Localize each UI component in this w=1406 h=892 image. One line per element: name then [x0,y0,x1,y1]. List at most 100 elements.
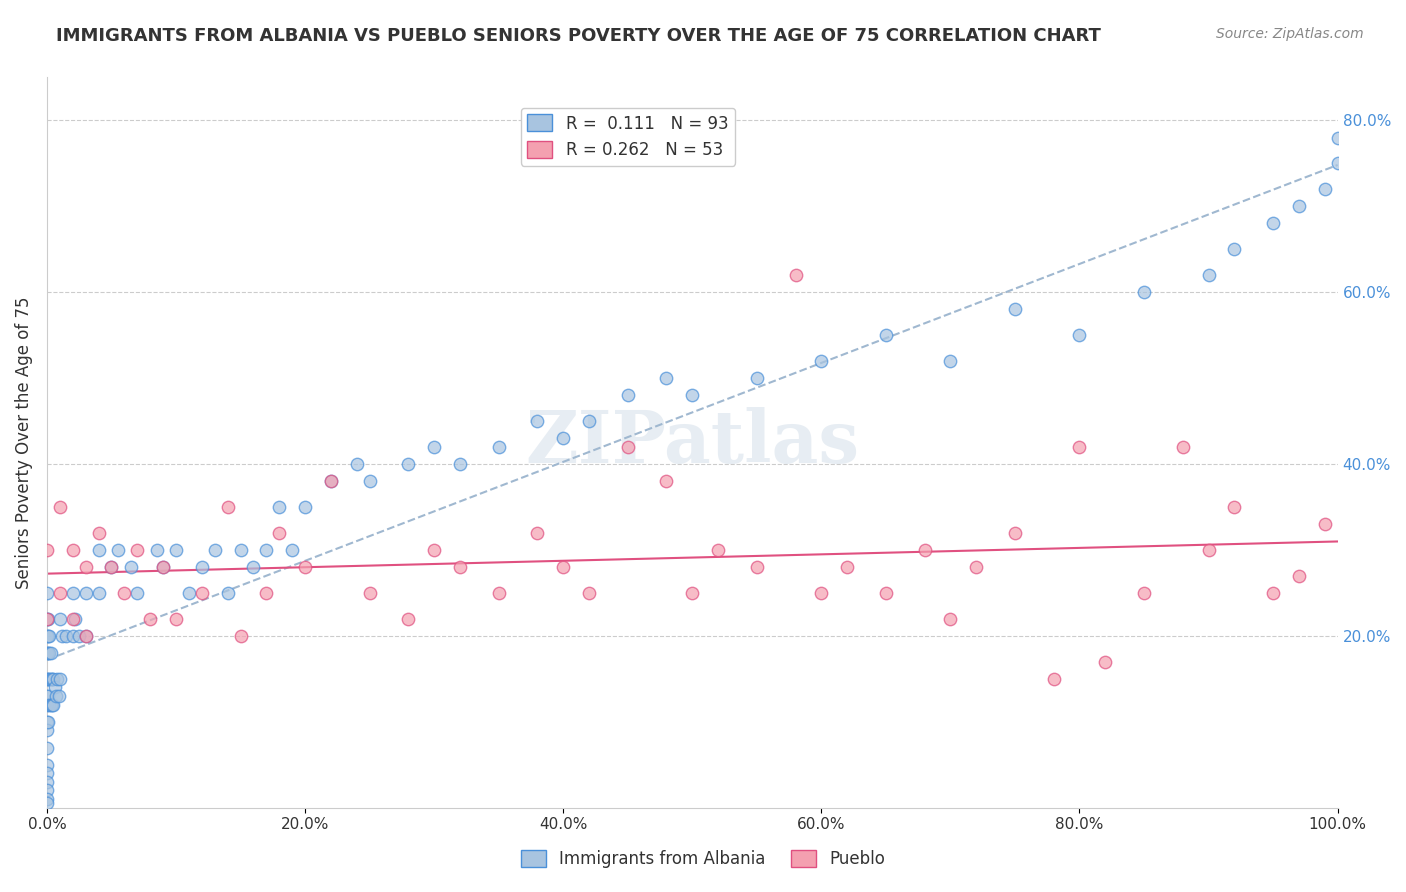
Point [745,371,768,385]
Point [1223,500,1246,514]
Point [191,586,214,600]
Point [100,560,122,574]
Point [254,543,277,558]
Y-axis label: Seniors Poverty Over the Age of 75: Seniors Poverty Over the Age of 75 [15,296,32,589]
Point [1326,130,1348,145]
Point [62,612,84,626]
Point [35,766,58,780]
Point [37,714,59,729]
Point [423,440,446,454]
Point [396,457,419,471]
Point [35,612,58,626]
Point [152,560,174,574]
Point [294,500,316,514]
Point [65,612,87,626]
Point [41,672,63,686]
Point [49,586,72,600]
Point [810,586,832,600]
Point [616,440,638,454]
Point [35,757,58,772]
Point [346,457,368,471]
Point [49,500,72,514]
Point [75,586,97,600]
Point [396,612,419,626]
Point [145,543,167,558]
Point [35,646,58,660]
Point [107,543,129,558]
Point [42,672,65,686]
Point [965,560,987,574]
Point [35,629,58,643]
Point [359,474,381,488]
Point [191,560,214,574]
Point [217,586,239,600]
Point [745,560,768,574]
Point [1133,285,1156,300]
Point [655,371,678,385]
Point [1261,217,1284,231]
Point [112,586,135,600]
Point [37,629,59,643]
Point [1326,156,1348,170]
Point [127,586,149,600]
Point [39,672,62,686]
Point [49,612,72,626]
Point [1313,182,1336,196]
Point [526,525,548,540]
Point [1261,586,1284,600]
Point [1198,268,1220,282]
Point [35,723,58,738]
Point [39,646,62,660]
Point [49,672,72,686]
Point [1288,568,1310,582]
Point [38,646,60,660]
Point [269,525,291,540]
Point [1069,440,1091,454]
Point [41,698,63,712]
Point [681,388,703,402]
Point [616,388,638,402]
Point [75,629,97,643]
Point [44,681,66,695]
Point [681,586,703,600]
Point [553,431,575,445]
Point [152,560,174,574]
Point [1198,543,1220,558]
Point [35,586,58,600]
Point [1288,199,1310,213]
Point [35,740,58,755]
Point [875,586,897,600]
Point [62,586,84,600]
Point [837,560,859,574]
Point [1069,328,1091,343]
Point [48,689,70,703]
Point [35,775,58,789]
Point [939,354,962,368]
Point [35,612,58,626]
Point [269,500,291,514]
Point [75,629,97,643]
Point [87,543,110,558]
Point [1223,242,1246,256]
Legend: R =  0.111   N = 93, R = 0.262   N = 53: R = 0.111 N = 93, R = 0.262 N = 53 [520,108,735,166]
Point [449,560,471,574]
Point [655,474,678,488]
Point [37,689,59,703]
Point [578,414,600,428]
Point [35,797,58,811]
Point [553,560,575,574]
Point [35,792,58,806]
Point [62,629,84,643]
Point [488,586,510,600]
Text: Source: ZipAtlas.com: Source: ZipAtlas.com [1216,27,1364,41]
Point [45,689,67,703]
Point [37,646,59,660]
Point [46,672,69,686]
Point [488,440,510,454]
Point [120,560,142,574]
Point [38,698,60,712]
Point [785,268,807,282]
Point [35,689,58,703]
Point [165,543,187,558]
Point [707,543,730,558]
